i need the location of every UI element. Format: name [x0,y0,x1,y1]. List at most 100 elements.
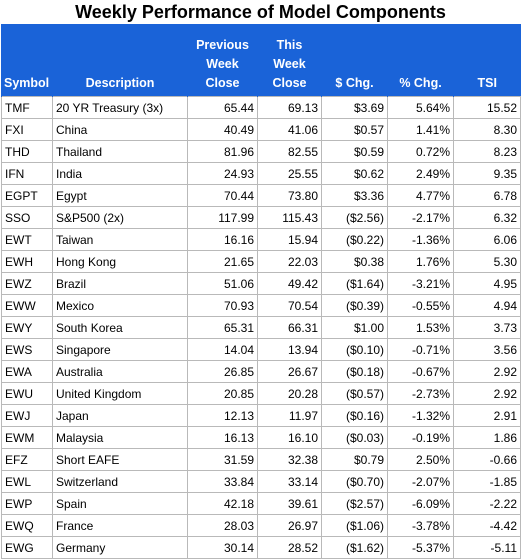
cell-this-close: 11.97 [257,404,322,427]
header-prev-line2: Week [206,57,239,71]
table-row: EWM Malaysia 16.13 16.10 ($0.03) -0.19% 1.86 [1,426,521,449]
cell-this-close: 73.80 [257,184,322,207]
cell-description: Singapore [52,338,188,361]
cell-symbol: EWY [1,316,53,339]
cell-tsi: 15.52 [453,96,521,119]
table-row: EGPT Egypt 70.44 73.80 $3.36 4.77% 6.78 [1,184,521,207]
cell-percent-change: 0.72% [387,140,454,163]
cell-previous-close: 20.85 [187,382,258,405]
header-description: Description [52,24,188,97]
cell-dollar-change: ($0.18) [321,360,388,383]
cell-tsi: -2.22 [453,492,521,515]
cell-symbol: EWA [1,360,53,383]
cell-percent-change: -1.32% [387,404,454,427]
cell-tsi: 3.73 [453,316,521,339]
header-prev-line3: Close [205,76,240,90]
cell-tsi: 5.30 [453,250,521,273]
header-this-line3: Close [272,76,307,90]
cell-this-close: 26.67 [257,360,322,383]
cell-tsi: -0.66 [453,448,521,471]
cell-previous-close: 81.96 [187,140,258,163]
header-this-line2: Week [273,57,306,71]
cell-previous-close: 14.04 [187,338,258,361]
cell-symbol: EWP [1,492,53,515]
cell-previous-close: 42.18 [187,492,258,515]
cell-previous-close: 12.13 [187,404,258,427]
cell-dollar-change: ($1.06) [321,514,388,537]
cell-dollar-change: ($0.57) [321,382,388,405]
cell-description: India [52,162,188,185]
cell-dollar-change: ($1.64) [321,272,388,295]
cell-symbol: SSO [1,206,53,229]
cell-symbol: EWT [1,228,53,251]
cell-this-close: 70.54 [257,294,322,317]
cell-percent-change: -0.67% [387,360,454,383]
cell-description: United Kingdom [52,382,188,405]
cell-description: Thailand [52,140,188,163]
table-row: EFZ Short EAFE 31.59 32.38 $0.79 2.50% -0.66 [1,448,521,471]
cell-symbol: EWZ [1,272,53,295]
table-row: EWQ France 28.03 26.97 ($1.06) -3.78% -4.42 [1,514,521,537]
cell-percent-change: -1.36% [387,228,454,251]
table-row: EWG Germany 30.14 28.52 ($1.62) -5.37% -5.11 [1,536,521,559]
cell-previous-close: 40.49 [187,118,258,141]
cell-percent-change: -5.37% [387,536,454,559]
cell-dollar-change: ($0.16) [321,404,388,427]
cell-percent-change: 2.50% [387,448,454,471]
cell-tsi: 8.23 [453,140,521,163]
cell-previous-close: 21.65 [187,250,258,273]
cell-description: China [52,118,188,141]
cell-symbol: FXI [1,118,53,141]
header-this-line1: This [276,38,303,52]
cell-description: Spain [52,492,188,515]
cell-percent-change: -2.17% [387,206,454,229]
cell-tsi: 2.92 [453,360,521,383]
cell-previous-close: 31.59 [187,448,258,471]
cell-this-close: 82.55 [257,140,322,163]
cell-percent-change: -3.21% [387,272,454,295]
cell-this-close: 15.94 [257,228,322,251]
cell-dollar-change: $0.59 [321,140,388,163]
cell-dollar-change: ($0.22) [321,228,388,251]
cell-description: South Korea [52,316,188,339]
cell-symbol: EWU [1,382,53,405]
table-row: EWY South Korea 65.31 66.31 $1.00 1.53% 3.73 [1,316,521,339]
cell-percent-change: -2.07% [387,470,454,493]
cell-tsi: 3.56 [453,338,521,361]
header-percent-change: % Chg. [387,24,454,97]
table-row: EWJ Japan 12.13 11.97 ($0.16) -1.32% 2.91 [1,404,521,427]
table-body: TMF 20 YR Treasury (3x) 65.44 69.13 $3.69 5.6… [1,96,521,559]
cell-dollar-change: ($0.70) [321,470,388,493]
cell-tsi: 2.92 [453,382,521,405]
cell-tsi: 4.95 [453,272,521,295]
cell-previous-close: 70.93 [187,294,258,317]
cell-dollar-change: ($0.39) [321,294,388,317]
cell-this-close: 26.97 [257,514,322,537]
cell-description: S&P500 (2x) [52,206,188,229]
cell-percent-change: 1.76% [387,250,454,273]
table-row: EWZ Brazil 51.06 49.42 ($1.64) -3.21% 4.95 [1,272,521,295]
cell-tsi: 6.32 [453,206,521,229]
cell-this-close: 25.55 [257,162,322,185]
cell-this-close: 32.38 [257,448,322,471]
cell-dollar-change: $0.57 [321,118,388,141]
cell-this-close: 41.06 [257,118,322,141]
cell-tsi: 2.91 [453,404,521,427]
cell-previous-close: 16.13 [187,426,258,449]
cell-previous-close: 26.85 [187,360,258,383]
cell-this-close: 13.94 [257,338,322,361]
table-row: FXI China 40.49 41.06 $0.57 1.41% 8.30 [1,118,521,141]
cell-tsi: 6.78 [453,184,521,207]
header-prev-line1: Previous [196,38,249,52]
cell-previous-close: 24.93 [187,162,258,185]
cell-this-close: 22.03 [257,250,322,273]
cell-percent-change: 4.77% [387,184,454,207]
header-dollar-change: $ Chg. [321,24,388,97]
cell-dollar-change: $0.79 [321,448,388,471]
cell-percent-change: -2.73% [387,382,454,405]
cell-dollar-change: $0.38 [321,250,388,273]
cell-percent-change: 2.49% [387,162,454,185]
cell-symbol: EWS [1,338,53,361]
cell-previous-close: 65.31 [187,316,258,339]
cell-percent-change: -0.55% [387,294,454,317]
